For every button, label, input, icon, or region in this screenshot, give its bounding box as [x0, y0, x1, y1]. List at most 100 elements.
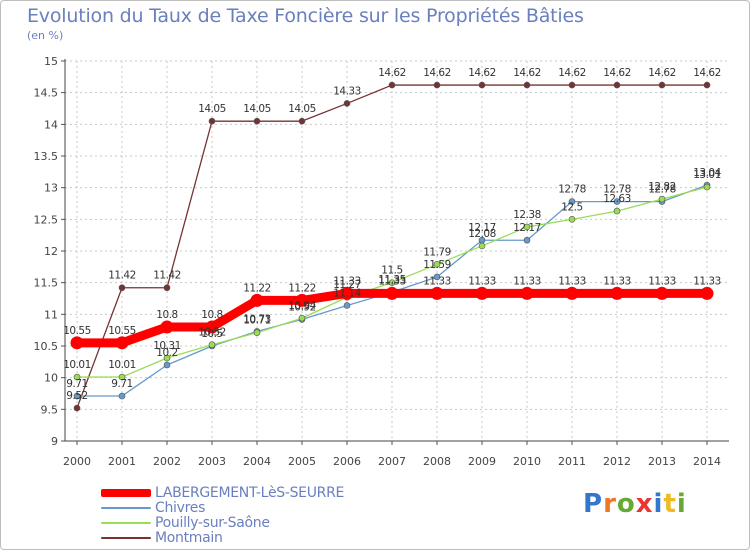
series-point-2: [253, 329, 261, 337]
series-point-1: [118, 392, 126, 400]
series-point-3: [118, 284, 126, 292]
series-point-2: [658, 195, 666, 203]
x-tick-label: 2010: [513, 455, 541, 468]
series-point-2: [523, 223, 531, 231]
data-label-3: 14.62: [648, 67, 676, 79]
series-point-0: [115, 336, 129, 350]
series-point-3: [703, 81, 711, 89]
y-tick-label: 13: [44, 182, 58, 195]
data-label-2: 11.27: [333, 279, 361, 291]
series-point-2: [478, 242, 486, 250]
legend-item-labergement: LABERGEMENT-LèS-SEURRE: [101, 485, 401, 501]
data-label-1: 11.35: [378, 274, 406, 286]
legend-label-chivres: Chivres: [155, 500, 206, 516]
data-label-2: 10.52: [198, 327, 226, 339]
data-label-0: 11.33: [558, 275, 586, 287]
series-point-1: [73, 392, 81, 400]
legend-label-pouilly: Pouilly-sur-Saône: [155, 515, 270, 531]
data-label-3: 11.42: [153, 270, 181, 282]
y-tick-label: 11.5: [34, 277, 59, 290]
data-label-2: 10.94: [288, 300, 316, 312]
data-label-0: 11.22: [288, 282, 316, 294]
series-point-0: [475, 286, 489, 300]
data-label-1: 12.78: [603, 184, 631, 196]
series-point-0: [610, 286, 624, 300]
series-point-2: [208, 341, 216, 349]
data-label-3: 14.05: [243, 103, 271, 115]
series-point-3: [613, 81, 621, 89]
legend-item-pouilly: Pouilly-sur-Saône: [101, 515, 401, 531]
data-label-1: 11.14: [333, 287, 361, 299]
series-point-2: [613, 207, 621, 215]
data-label-2: 12.82: [648, 181, 676, 193]
series-point-2: [298, 314, 306, 322]
data-label-1: 11.59: [423, 259, 451, 271]
legend-swatch-montmain: [101, 537, 151, 539]
legend-swatch-pouilly: [101, 522, 151, 524]
x-tick-label: 2007: [378, 455, 406, 468]
series-point-3: [163, 284, 171, 292]
legend-swatch-chivres: [101, 507, 151, 509]
chart-title: Evolution du Taux de Taxe Foncière sur l…: [27, 5, 584, 27]
series-point-3: [568, 81, 576, 89]
data-label-3: 14.62: [558, 67, 586, 79]
y-tick-label: 14.5: [34, 87, 59, 100]
data-label-3: 14.62: [378, 67, 406, 79]
data-label-3: 14.62: [468, 67, 496, 79]
data-label-2: 10.71: [243, 315, 271, 327]
logo-letter: i: [676, 489, 687, 519]
data-label-0: 11.33: [513, 275, 541, 287]
data-label-2: 12.5: [561, 201, 582, 213]
series-point-1: [613, 198, 621, 205]
y-axis-unit-label: (en %): [27, 29, 64, 42]
legend-item-montmain: Montmain: [101, 530, 401, 546]
y-tick-label: 10: [44, 372, 58, 385]
series-point-2: [433, 260, 441, 268]
x-tick-label: 2009: [468, 455, 496, 468]
series-point-3: [523, 81, 531, 89]
series-point-0: [385, 286, 399, 300]
series-point-3: [433, 81, 441, 89]
series-point-2: [163, 354, 171, 362]
legend-label-montmain: Montmain: [155, 530, 223, 546]
data-label-1: 10.73: [243, 313, 271, 325]
data-label-0: 11.33: [603, 275, 631, 287]
series-point-3: [343, 100, 351, 107]
data-label-0: 11.33: [468, 275, 496, 287]
data-label-1: 13.04: [693, 167, 721, 179]
logo-letter: t: [663, 489, 677, 519]
y-tick-label: 12: [44, 245, 58, 258]
series-point-0: [250, 293, 264, 307]
x-tick-label: 2014: [693, 455, 721, 468]
x-tick-label: 2002: [153, 455, 181, 468]
series-point-3: [478, 81, 486, 89]
series-point-3: [208, 117, 216, 125]
y-tick-label: 14: [44, 118, 58, 131]
data-label-3: 14.05: [288, 103, 316, 115]
data-label-1: 10.2: [156, 347, 177, 359]
series-point-0: [565, 286, 579, 300]
data-label-2: 13.01: [693, 169, 721, 181]
data-label-3: 14.62: [603, 67, 631, 79]
x-tick-label: 2012: [603, 455, 631, 468]
data-label-2: 10.01: [108, 359, 136, 371]
y-tick-label: 10.5: [34, 340, 59, 353]
legend-label-labergement: LABERGEMENT-LèS-SEURRE: [155, 485, 345, 501]
data-label-1: 10.92: [288, 301, 316, 313]
series-point-3: [253, 117, 261, 125]
y-tick-label: 9.5: [41, 403, 59, 416]
data-label-3: 14.05: [198, 103, 226, 115]
y-tick-label: 11: [44, 308, 58, 321]
data-label-0: 10.8: [156, 309, 177, 321]
series-point-3: [298, 117, 306, 125]
data-label-2: 11.5: [381, 265, 402, 277]
proxiti-logo: Proxiti: [583, 489, 687, 519]
series-point-1: [433, 273, 441, 281]
x-tick-label: 2005: [288, 455, 316, 468]
data-label-0: 11.33: [378, 275, 406, 287]
data-label-1: 10.5: [201, 328, 222, 340]
series-point-3: [388, 81, 396, 89]
data-label-3: 9.52: [66, 390, 87, 402]
